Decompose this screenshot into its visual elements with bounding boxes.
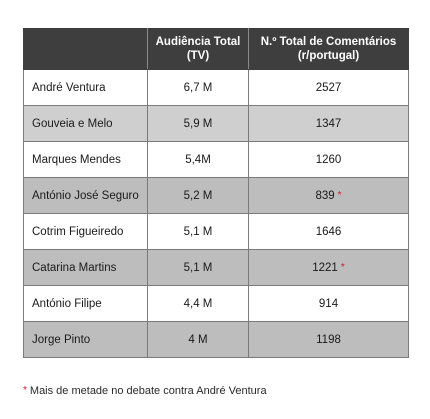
comments-cell: 1260 (248, 141, 409, 178)
audience-value: 4,4 M (147, 285, 249, 322)
footnote: * Mais de metade no debate contra André V… (23, 385, 267, 397)
table-row: André Ventura 6,7 M 2527 (23, 69, 409, 106)
audience-value: 6,7 M (147, 69, 249, 106)
comparison-table: Audiência Total (TV) N.º Total de Coment… (23, 28, 409, 358)
audience-value: 5,4M (147, 141, 249, 178)
comments-cell: 1646 (248, 213, 409, 250)
comments-cell: 1221 * (248, 249, 409, 286)
comments-cell: 1198 (248, 321, 409, 358)
header-comments-line2: (r/portugal) (297, 50, 360, 62)
table-row: Marques Mendes 5,4M 1260 (23, 141, 409, 178)
candidate-name: André Ventura (23, 69, 148, 106)
table-row: Catarina Martins 5,1 M 1221 * (23, 249, 409, 286)
table-row: António José Seguro 5,2 M 839 * (23, 177, 409, 214)
comments-cell: 839 * (248, 177, 409, 214)
asterisk-marker: * (337, 189, 342, 201)
candidate-name: Jorge Pinto (23, 321, 148, 358)
comments-value: 839 (315, 189, 335, 202)
header-audience-line1: Audiência Total (155, 36, 241, 48)
comments-value: 1198 (316, 333, 341, 346)
footnote-text: Mais de metade no debate contra André Ve… (29, 385, 267, 397)
comments-value: 914 (318, 297, 339, 310)
comments-value: 1347 (315, 117, 342, 130)
comments-value: 2527 (315, 81, 342, 94)
table-row: Jorge Pinto 4 M 1198 (23, 321, 409, 358)
audience-value: 5,1 M (147, 213, 249, 250)
header-comments-line1: N.º Total de Comentários (260, 36, 397, 48)
header-name (23, 28, 148, 70)
comments-cell: 2527 (248, 69, 409, 106)
candidate-name: António Filipe (23, 285, 148, 322)
candidate-name: Catarina Martins (23, 249, 148, 286)
audience-value: 5,1 M (147, 249, 249, 286)
asterisk-marker: * (340, 261, 345, 273)
comments-cell: 1347 (248, 105, 409, 142)
audience-value: 4 M (147, 321, 249, 358)
footnote-asterisk: * (23, 385, 27, 396)
header-row: Audiência Total (TV) N.º Total de Coment… (23, 28, 409, 70)
table-row: Gouveia e Melo 5,9 M 1347 (23, 105, 409, 142)
candidate-name: Gouveia e Melo (23, 105, 148, 142)
candidate-name: Cotrim Figueiredo (23, 213, 148, 250)
header-audience-line2: (TV) (186, 50, 210, 62)
comments-value: 1646 (315, 225, 342, 238)
comments-value: 1260 (315, 153, 342, 166)
audience-value: 5,2 M (147, 177, 249, 214)
candidate-name: Marques Mendes (23, 141, 148, 178)
comments-cell: 914 (248, 285, 409, 322)
audience-value: 5,9 M (147, 105, 249, 142)
candidate-name: António José Seguro (23, 177, 148, 214)
header-comments: N.º Total de Comentários (r/portugal) (248, 28, 409, 70)
header-audience: Audiência Total (TV) (147, 28, 249, 70)
table-row: Cotrim Figueiredo 5,1 M 1646 (23, 213, 409, 250)
comments-value: 1221 (312, 261, 338, 274)
table-row: António Filipe 4,4 M 914 (23, 285, 409, 322)
